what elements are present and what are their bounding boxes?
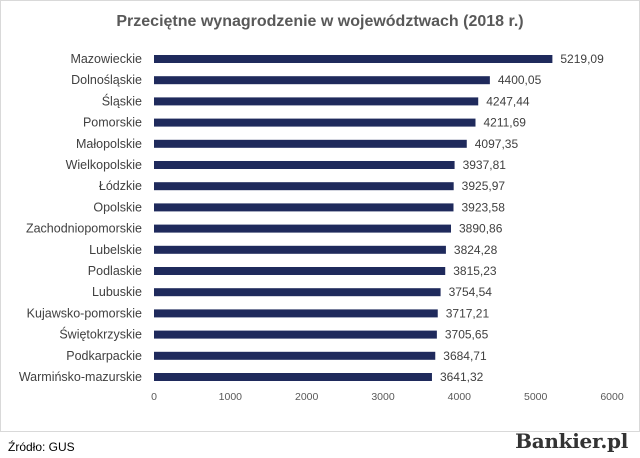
category-label: Śląskie bbox=[102, 93, 142, 108]
bar bbox=[154, 97, 479, 106]
category-label: Świętokrzyskie bbox=[59, 327, 142, 342]
value-label: 4400,05 bbox=[498, 73, 542, 87]
category-label: Zachodniopomorskie bbox=[26, 222, 142, 236]
x-tick-label: 1000 bbox=[219, 391, 243, 403]
value-label: 3925,97 bbox=[462, 179, 506, 193]
source-note: Źródło: GUS bbox=[8, 440, 75, 454]
bar bbox=[154, 351, 436, 360]
value-label: 3684,71 bbox=[443, 349, 487, 363]
value-label: 3824,28 bbox=[454, 243, 498, 257]
x-tick-label: 5000 bbox=[524, 391, 548, 403]
value-label: 3754,54 bbox=[449, 285, 493, 299]
bar bbox=[154, 267, 446, 275]
value-label: 3705,65 bbox=[445, 328, 489, 342]
bar bbox=[154, 55, 553, 63]
value-label: 3641,32 bbox=[440, 370, 484, 384]
value-label: 4097,35 bbox=[475, 137, 519, 151]
category-label: Małopolskie bbox=[76, 137, 142, 151]
bar bbox=[154, 118, 476, 127]
bar bbox=[154, 182, 454, 191]
category-label: Lubelskie bbox=[89, 243, 142, 257]
value-label: 3923,58 bbox=[461, 200, 505, 214]
value-label: 4211,69 bbox=[483, 116, 526, 130]
bar bbox=[154, 245, 446, 254]
category-label: Podlaskie bbox=[88, 264, 142, 278]
x-tick-label: 4000 bbox=[448, 391, 472, 403]
x-tick-label: 6000 bbox=[600, 391, 624, 403]
bar bbox=[154, 139, 467, 148]
x-tick-label: 0 bbox=[151, 391, 157, 403]
category-label: Podkarpackie bbox=[66, 349, 142, 363]
value-label: 4247,44 bbox=[486, 94, 530, 108]
brand-logo: Bankier.pl bbox=[515, 429, 628, 453]
category-label: Warmińsko-mazurskie bbox=[19, 370, 142, 384]
chart-frame bbox=[0, 0, 640, 432]
value-label: 3890,86 bbox=[459, 222, 503, 236]
category-label: Łódzkie bbox=[99, 179, 142, 193]
category-label: Kujawsko-pomorskie bbox=[27, 306, 142, 320]
category-label: Wielkopolskie bbox=[66, 158, 142, 172]
category-label: Lubuskie bbox=[92, 285, 142, 299]
category-label: Mazowieckie bbox=[70, 52, 142, 66]
chart-title: Przeciętne wynagrodzenie w województwach… bbox=[116, 13, 523, 30]
bar bbox=[154, 76, 490, 85]
category-label: Pomorskie bbox=[83, 116, 142, 130]
x-tick-label: 3000 bbox=[371, 391, 395, 403]
bar bbox=[154, 309, 438, 318]
category-label: Dolnośląskie bbox=[71, 73, 142, 87]
bar bbox=[154, 330, 437, 339]
category-label: Opolskie bbox=[93, 200, 142, 214]
value-label: 3815,23 bbox=[453, 264, 497, 278]
bar bbox=[154, 161, 455, 169]
bars-layer: Mazowieckie 5219,09 Dolnośląskie 4400,05 Ślą… bbox=[19, 52, 604, 384]
x-tick-label: 2000 bbox=[295, 391, 319, 403]
value-label: 5219,09 bbox=[560, 52, 604, 66]
bar bbox=[154, 224, 452, 233]
value-label: 3717,21 bbox=[446, 306, 490, 320]
bar bbox=[154, 373, 432, 381]
x-axis-ticks: 0 1000 2000 3000 4000 5000 6000 bbox=[151, 391, 624, 403]
bar bbox=[154, 288, 441, 297]
bar-chart: Przeciętne wynagrodzenie w województwach… bbox=[19, 13, 624, 403]
bar bbox=[154, 203, 454, 212]
value-label: 3937,81 bbox=[463, 158, 507, 172]
